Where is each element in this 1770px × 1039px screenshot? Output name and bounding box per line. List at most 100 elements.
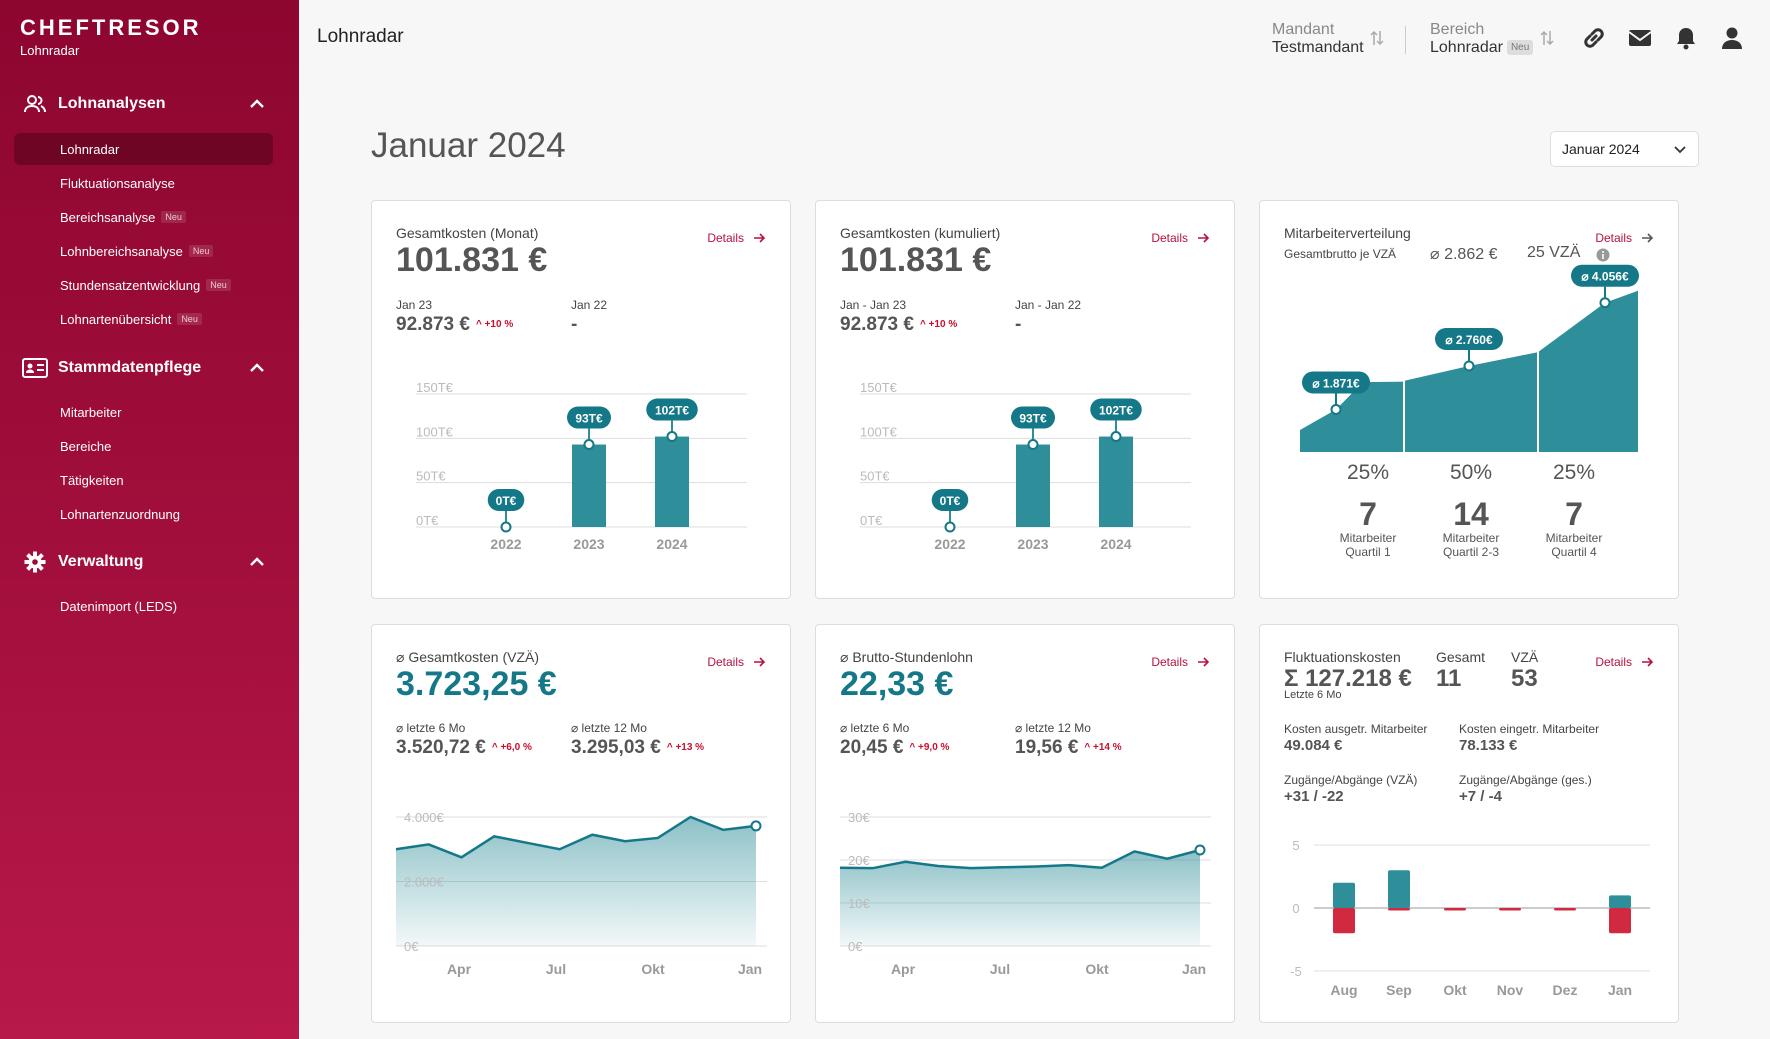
- sidebar-item-taetigkeiten[interactable]: Tätigkeiten: [60, 472, 124, 488]
- compare-value: -: [571, 314, 578, 335]
- compare-value: 3.520,72 € ^ +6,0 %: [396, 737, 532, 758]
- section-stammdatenpflege[interactable]: Stammdatenpflege: [22, 356, 267, 380]
- section-verwaltung[interactable]: Verwaltung: [22, 550, 267, 574]
- swap-icon[interactable]: [1540, 28, 1554, 48]
- change-badge: ^ +13 %: [666, 742, 705, 754]
- arrow-right-icon: [1642, 233, 1654, 243]
- quartile-percent: 25%: [1553, 461, 1595, 484]
- data-point: [666, 431, 678, 443]
- card-gesamtkosten-monat: Gesamtkosten (Monat) 101.831 € Details J…: [371, 200, 791, 599]
- compare-label: Jan - Jan 22: [1015, 298, 1082, 312]
- bar-zugaenge: [1388, 870, 1410, 908]
- compare-label: ⌀ letzte 6 Mo: [396, 721, 466, 735]
- kosten-ausgetreten-value: 49.084 €: [1284, 737, 1343, 754]
- card-brutto-stundenlohn: ⌀ Brutto-Stundenlohn 22,33 € Details ⌀ l…: [815, 624, 1235, 1023]
- details-link[interactable]: Details: [707, 231, 766, 245]
- card-mitarbeiterverteilung: Mitarbeiterverteilung Gesamtbrutto je VZ…: [1259, 200, 1679, 599]
- card-sublabel: Gesamtbrutto je VZÄ: [1284, 247, 1397, 261]
- details-link[interactable]: Details: [707, 655, 766, 669]
- sidebar-item-stundensatzentwicklung[interactable]: Stundensatzentwicklung Neu: [60, 275, 231, 295]
- area-fill: [840, 849, 1200, 946]
- sidebar-item-fluktuationsanalyse[interactable]: Fluktuationsanalyse: [60, 175, 175, 191]
- value-label-bg: [1090, 398, 1142, 421]
- compare-label: Jan - Jan 23: [840, 298, 907, 312]
- value-label: 93T€: [1019, 412, 1047, 426]
- median-label: ⌀ 1.871€: [1312, 376, 1360, 390]
- sidebar-item-bereichsanalyse[interactable]: Bereichsanalyse Neu: [60, 207, 186, 227]
- median-label-bg: [1571, 264, 1639, 287]
- data-point: [583, 439, 595, 451]
- card-label: Gesamtkosten (kumuliert): [840, 225, 1001, 241]
- x-tick-label: Jan: [738, 961, 762, 977]
- mail-icon[interactable]: [1626, 24, 1654, 52]
- section-lohnanalysen[interactable]: Lohnanalysen: [22, 92, 267, 116]
- zugaenge-ges-label: Zugänge/Abgänge (ges.): [1459, 773, 1592, 787]
- month-select[interactable]: Januar 2024: [1550, 131, 1699, 167]
- bereich-selector[interactable]: Bereich Lohnradar Neu: [1430, 21, 1534, 57]
- section-title: Stammdatenpflege: [58, 359, 202, 376]
- compare-label: ⌀ letzte 6 Mo: [840, 721, 910, 735]
- quartile-count: 7: [1565, 496, 1583, 532]
- card-value: 101.831 €: [396, 241, 548, 279]
- sidebar-item-datenimport[interactable]: Datenimport (LEDS): [60, 598, 178, 614]
- y-tick-label: 100T€: [860, 424, 898, 439]
- sidebar-item-lohnartenuebersicht[interactable]: Lohnartenübersicht Neu: [60, 309, 202, 329]
- x-tick-label: Okt: [1443, 982, 1467, 998]
- value-label: 0T€: [496, 494, 517, 508]
- quartile-area: [1539, 290, 1638, 452]
- month-select-value: Januar 2024: [1562, 141, 1640, 157]
- x-tick-label: 2024: [656, 536, 687, 552]
- data-point: [1330, 403, 1342, 415]
- details-link[interactable]: Details: [1151, 231, 1210, 245]
- card-value: Σ 127.218 €: [1284, 665, 1412, 692]
- change-badge: ^ +6,0 %: [491, 742, 532, 754]
- compare-label: ⌀ letzte 12 Mo: [571, 721, 647, 735]
- x-tick-label: Apr: [891, 961, 916, 977]
- sidebar-item-bereiche[interactable]: Bereiche: [60, 438, 112, 454]
- data-point: [1194, 844, 1206, 856]
- bell-icon[interactable]: [1672, 24, 1700, 52]
- details-link[interactable]: Details: [1151, 655, 1210, 669]
- value-label: 93T€: [575, 412, 603, 426]
- section-title: Lohnanalysen: [58, 95, 166, 112]
- swap-icon[interactable]: [1370, 28, 1384, 48]
- link-icon[interactable]: [1580, 24, 1608, 52]
- quartile-caption: Quartil 2-3: [1443, 545, 1499, 559]
- details-link[interactable]: Details: [1595, 655, 1654, 669]
- compare-value: 92.873 € ^ +10 %: [840, 314, 958, 335]
- zugaenge-vza-label: Zugänge/Abgänge (VZÄ): [1284, 773, 1418, 787]
- bar-abgaenge: [1609, 908, 1631, 934]
- mandant-selector[interactable]: Mandant Testmandant: [1272, 21, 1364, 57]
- quartile-caption: Mitarbeiter: [1443, 531, 1500, 545]
- x-tick-label: Dez: [1553, 982, 1578, 998]
- sidebar-item-lohnradar[interactable]: Lohnradar: [60, 141, 120, 157]
- median-label-bg: [1435, 328, 1503, 351]
- x-tick-label: Jul: [546, 961, 566, 977]
- gear-icon: [22, 551, 48, 573]
- chevron-up-icon[interactable]: [247, 94, 267, 114]
- median-label-bg: [1302, 371, 1370, 394]
- arrow-right-icon: [1198, 657, 1210, 667]
- user-icon[interactable]: [1718, 24, 1746, 52]
- info-icon[interactable]: [1596, 248, 1610, 262]
- compare-value: 92.873 € ^ +10 %: [396, 314, 514, 335]
- details-link[interactable]: Details: [1595, 231, 1654, 245]
- quartile-caption: Quartil 1: [1345, 545, 1391, 559]
- sidebar-item-lohnartenzuordnung[interactable]: Lohnartenzuordnung: [60, 506, 180, 522]
- divider: [1405, 26, 1406, 54]
- quartile-caption: Mitarbeiter: [1546, 531, 1603, 545]
- chevron-up-icon[interactable]: [247, 552, 267, 572]
- card-label: Fluktuationskosten: [1284, 649, 1401, 665]
- neu-badge: Neu: [177, 313, 202, 325]
- kosten-eingetreten-value: 78.133 €: [1459, 737, 1518, 754]
- sidebar-item-mitarbeiter[interactable]: Mitarbeiter: [60, 404, 122, 420]
- chevron-up-icon[interactable]: [247, 358, 267, 378]
- bar-abgaenge: [1444, 908, 1466, 911]
- sidebar-item-lohnbereichsanalyse[interactable]: Lohnbereichsanalyse Neu: [60, 241, 214, 261]
- bereich-value: Lohnradar: [1430, 39, 1503, 57]
- x-tick-label: Jan: [1182, 961, 1206, 977]
- y-tick-label: 150T€: [860, 380, 898, 395]
- period-label: Letzte 6 Mo: [1284, 689, 1342, 701]
- median-label: ⌀ 4.056€: [1581, 270, 1629, 284]
- series-line: [839, 848, 1201, 870]
